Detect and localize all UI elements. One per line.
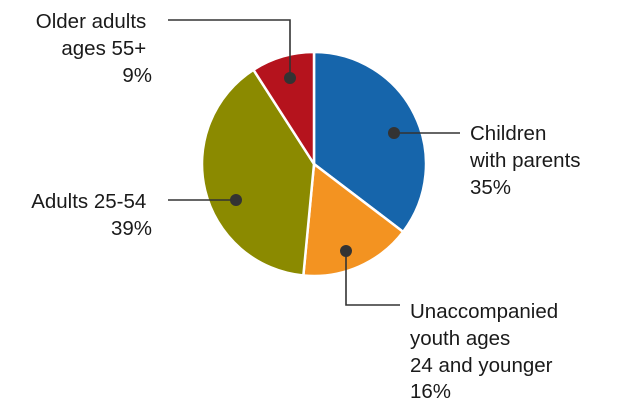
slice-older-adults xyxy=(251,50,316,169)
label-adults-25-54: Adults 25-54 39% xyxy=(31,190,152,240)
leader-older-adults xyxy=(168,19,291,78)
value-unaccompanied-youth: 16% xyxy=(410,380,451,400)
value-children-with-parents: 35% xyxy=(470,176,511,199)
value-older-adults: 9% xyxy=(122,64,152,87)
label-older-adults: Older adults ages 55+ 9% xyxy=(36,10,152,87)
leader-children-with-parents-dot xyxy=(388,127,400,139)
leader-unaccompanied-youth xyxy=(345,251,400,306)
leader-adults-25-54-dot xyxy=(230,194,242,206)
label-children-with-parents: Children with parents 35% xyxy=(469,122,586,199)
value-adults-25-54: 39% xyxy=(111,217,152,240)
slice-children-with-parents xyxy=(312,50,428,234)
leader-older-adults-dot xyxy=(284,72,296,84)
pie-slices xyxy=(200,50,428,278)
slice-unaccompanied-youth xyxy=(301,161,405,278)
leader-unaccompanied-youth-dot xyxy=(340,245,352,257)
leader-lines xyxy=(168,19,460,306)
label-unaccompanied-youth: Unaccompanied youth ages 24 and younger … xyxy=(410,300,564,400)
